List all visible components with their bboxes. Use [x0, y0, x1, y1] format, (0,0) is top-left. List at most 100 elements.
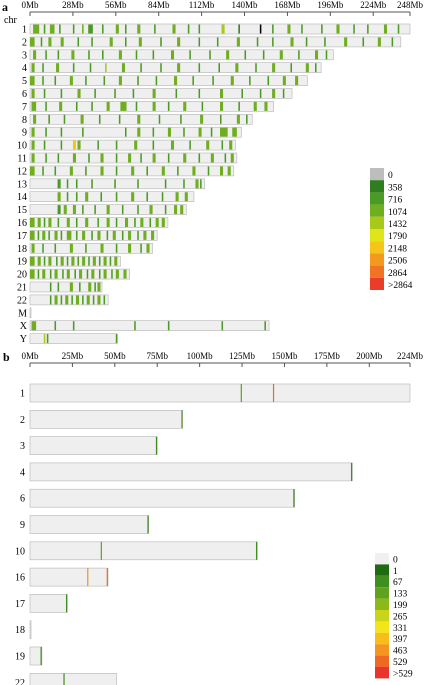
- density-bin: [82, 24, 84, 34]
- density-bin: [57, 218, 60, 227]
- density-bin: [59, 101, 63, 111]
- density-bin: [30, 269, 35, 279]
- legend-label: 358: [388, 183, 403, 193]
- density-bin: [146, 243, 150, 253]
- x-tick-label: 200Mb: [356, 351, 383, 361]
- density-bin: [324, 37, 326, 47]
- density-bin: [220, 166, 224, 176]
- x-tick-label: 25Mb: [62, 351, 84, 361]
- density-bin: [220, 101, 224, 111]
- chromosome-label: 17: [17, 231, 27, 242]
- density-mark: [106, 568, 108, 587]
- density-bin: [75, 218, 78, 227]
- chromosome-label: 3: [22, 50, 27, 61]
- legend-label: 2864: [388, 269, 407, 279]
- density-bin: [160, 37, 162, 47]
- x-tick-label: 56Mb: [105, 0, 127, 10]
- density-bin: [246, 114, 248, 124]
- density-bin: [140, 218, 144, 227]
- density-bin: [137, 114, 141, 124]
- chromosome-label: X: [20, 321, 28, 332]
- legend-swatch: [375, 655, 389, 667]
- density-bin: [120, 101, 127, 111]
- density-bin: [192, 166, 196, 176]
- panel-label-a: a: [2, 0, 8, 14]
- density-bin: [60, 140, 63, 150]
- density-bin: [43, 89, 46, 98]
- density-bin: [174, 76, 178, 86]
- density-bin: [37, 218, 41, 227]
- density-bin: [77, 256, 80, 266]
- density-bin: [253, 101, 257, 111]
- legend-label: 463: [393, 647, 408, 657]
- density-bin: [69, 76, 73, 86]
- density-bin: [100, 166, 104, 176]
- density-bin: [175, 89, 178, 98]
- density-bin: [98, 256, 101, 266]
- density-bin: [31, 153, 35, 163]
- density-bin: [201, 101, 204, 111]
- density-bin: [30, 256, 35, 266]
- chromosome-label: 4: [22, 63, 27, 74]
- density-bin: [65, 295, 69, 305]
- density-bin: [82, 127, 84, 137]
- chromosome-bar: [29, 436, 158, 455]
- density-bin: [91, 37, 93, 47]
- density-bin: [75, 192, 78, 202]
- density-bin: [94, 205, 96, 215]
- chromosome-label: 22: [15, 678, 25, 685]
- density-bin: [238, 101, 240, 111]
- x-tick-label: 100Mb: [187, 351, 214, 361]
- chromosome-label: 9: [22, 128, 27, 139]
- density-bin: [91, 179, 93, 189]
- density-bin: [42, 269, 46, 279]
- density-bin: [232, 127, 237, 137]
- x-tick-label: 248Mb: [397, 0, 424, 10]
- legend-swatch: [370, 253, 384, 266]
- density-bin: [109, 37, 113, 47]
- density-bin: [177, 63, 181, 73]
- density-bin: [167, 127, 171, 137]
- density-bin: [97, 282, 101, 292]
- density-bin: [152, 101, 156, 111]
- density-bin: [272, 63, 276, 73]
- density-bin: [57, 50, 60, 60]
- density-bin: [97, 140, 99, 150]
- chromosome-label: 5: [22, 76, 27, 87]
- chromosome-label: 13: [17, 179, 27, 190]
- legend-label: 0: [393, 555, 398, 565]
- x-tick-label: 150Mb: [271, 351, 298, 361]
- density-bin: [77, 140, 81, 150]
- density-bin: [62, 269, 64, 279]
- density-bin: [184, 192, 188, 202]
- density-bin: [272, 89, 276, 98]
- chromosome-label: 17: [15, 599, 25, 610]
- chromosome-bar: [29, 567, 109, 587]
- legend-label: 1: [393, 567, 398, 577]
- legend-label: 67: [393, 578, 403, 588]
- density-bin: [264, 321, 266, 331]
- density-mark: [65, 594, 68, 613]
- density-mark: [40, 647, 42, 665]
- density-bin: [100, 243, 104, 253]
- legend-swatch: [375, 610, 389, 622]
- legend-label: >2864: [388, 281, 413, 291]
- density-bin: [72, 24, 75, 34]
- x-tick-label: 224Mb: [360, 0, 387, 10]
- density-bin: [198, 127, 202, 137]
- legend-swatch: [375, 587, 389, 599]
- chromosome-bar: [29, 152, 238, 164]
- chromosome-label: 3: [20, 441, 25, 452]
- density-bin: [72, 205, 76, 215]
- density-bin: [315, 63, 317, 73]
- density-bin: [102, 50, 104, 60]
- legend-label: 0: [388, 171, 393, 181]
- chromosome-label: 6: [20, 494, 25, 505]
- density-bin: [75, 295, 80, 305]
- x-tick-label: 224Mb: [397, 351, 424, 361]
- density-bin: [80, 114, 84, 124]
- density-bin: [152, 127, 155, 137]
- density-bin: [391, 37, 394, 47]
- chromosome-bar: [29, 101, 274, 112]
- density-bin: [54, 295, 58, 305]
